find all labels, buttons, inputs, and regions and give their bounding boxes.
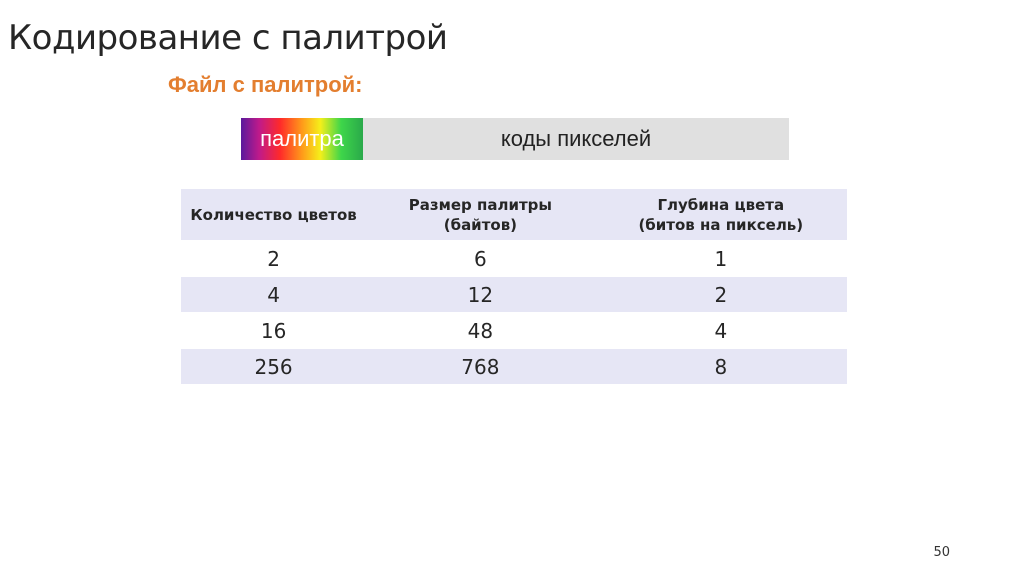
table-cell: 1 bbox=[594, 240, 847, 277]
palette-block: палитра bbox=[241, 118, 363, 160]
header-line: (байтов) bbox=[443, 215, 518, 234]
header-color-count: Количество цветов bbox=[181, 189, 367, 241]
table-header-row: Количество цветов Размер палитры (байтов… bbox=[181, 189, 847, 241]
header-line: Глубина цвета bbox=[657, 195, 785, 214]
header-line: (битов на пиксель) bbox=[638, 215, 804, 234]
table-row: 2 6 1 bbox=[181, 240, 847, 277]
table-cell: 4 bbox=[181, 276, 367, 313]
table-cell: 12 bbox=[366, 276, 595, 313]
table-cell: 8 bbox=[594, 348, 847, 384]
header-color-depth: Глубина цвета (битов на пиксель) bbox=[594, 189, 847, 241]
pixel-codes-label: коды пикселей bbox=[500, 126, 652, 151]
pixel-codes-block: коды пикселей bbox=[363, 118, 789, 160]
header-palette-size: Размер палитры (байтов) bbox=[366, 189, 595, 241]
table-cell: 48 bbox=[366, 312, 595, 349]
table-row: 4 12 2 bbox=[181, 276, 847, 313]
table-cell: 2 bbox=[181, 240, 367, 277]
slide-title: Кодирование с палитрой bbox=[8, 18, 448, 58]
header-line: Размер палитры bbox=[408, 195, 552, 214]
table-cell: 256 bbox=[181, 348, 367, 384]
table-cell: 4 bbox=[594, 312, 847, 349]
header-line: Количество цветов bbox=[190, 205, 357, 224]
page-number: 50 bbox=[933, 545, 950, 560]
palette-label: палитра bbox=[260, 126, 344, 151]
palette-table: Количество цветов Размер палитры (байтов… bbox=[181, 189, 847, 384]
table-cell: 2 bbox=[594, 276, 847, 313]
slide-subtitle: Файл с палитрой: bbox=[168, 72, 363, 97]
table-row: 16 48 4 bbox=[181, 312, 847, 349]
table-cell: 16 bbox=[181, 312, 367, 349]
table-cell: 768 bbox=[366, 348, 595, 384]
table-row: 256 768 8 bbox=[181, 348, 847, 384]
file-structure-bar: палитра коды пикселей bbox=[241, 118, 789, 160]
table-cell: 6 bbox=[366, 240, 595, 277]
